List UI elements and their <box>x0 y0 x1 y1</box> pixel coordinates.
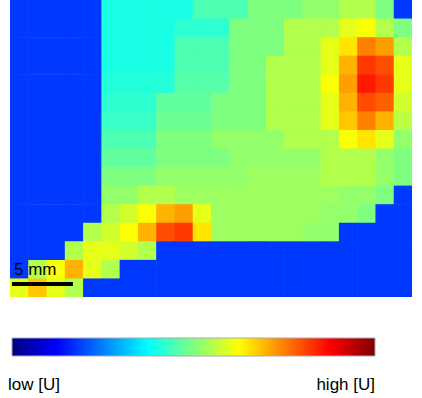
svg-text:low [U]: low [U] <box>8 375 60 394</box>
svg-text:high [U]: high [U] <box>316 375 375 394</box>
svg-text:5 mm: 5 mm <box>14 260 57 279</box>
